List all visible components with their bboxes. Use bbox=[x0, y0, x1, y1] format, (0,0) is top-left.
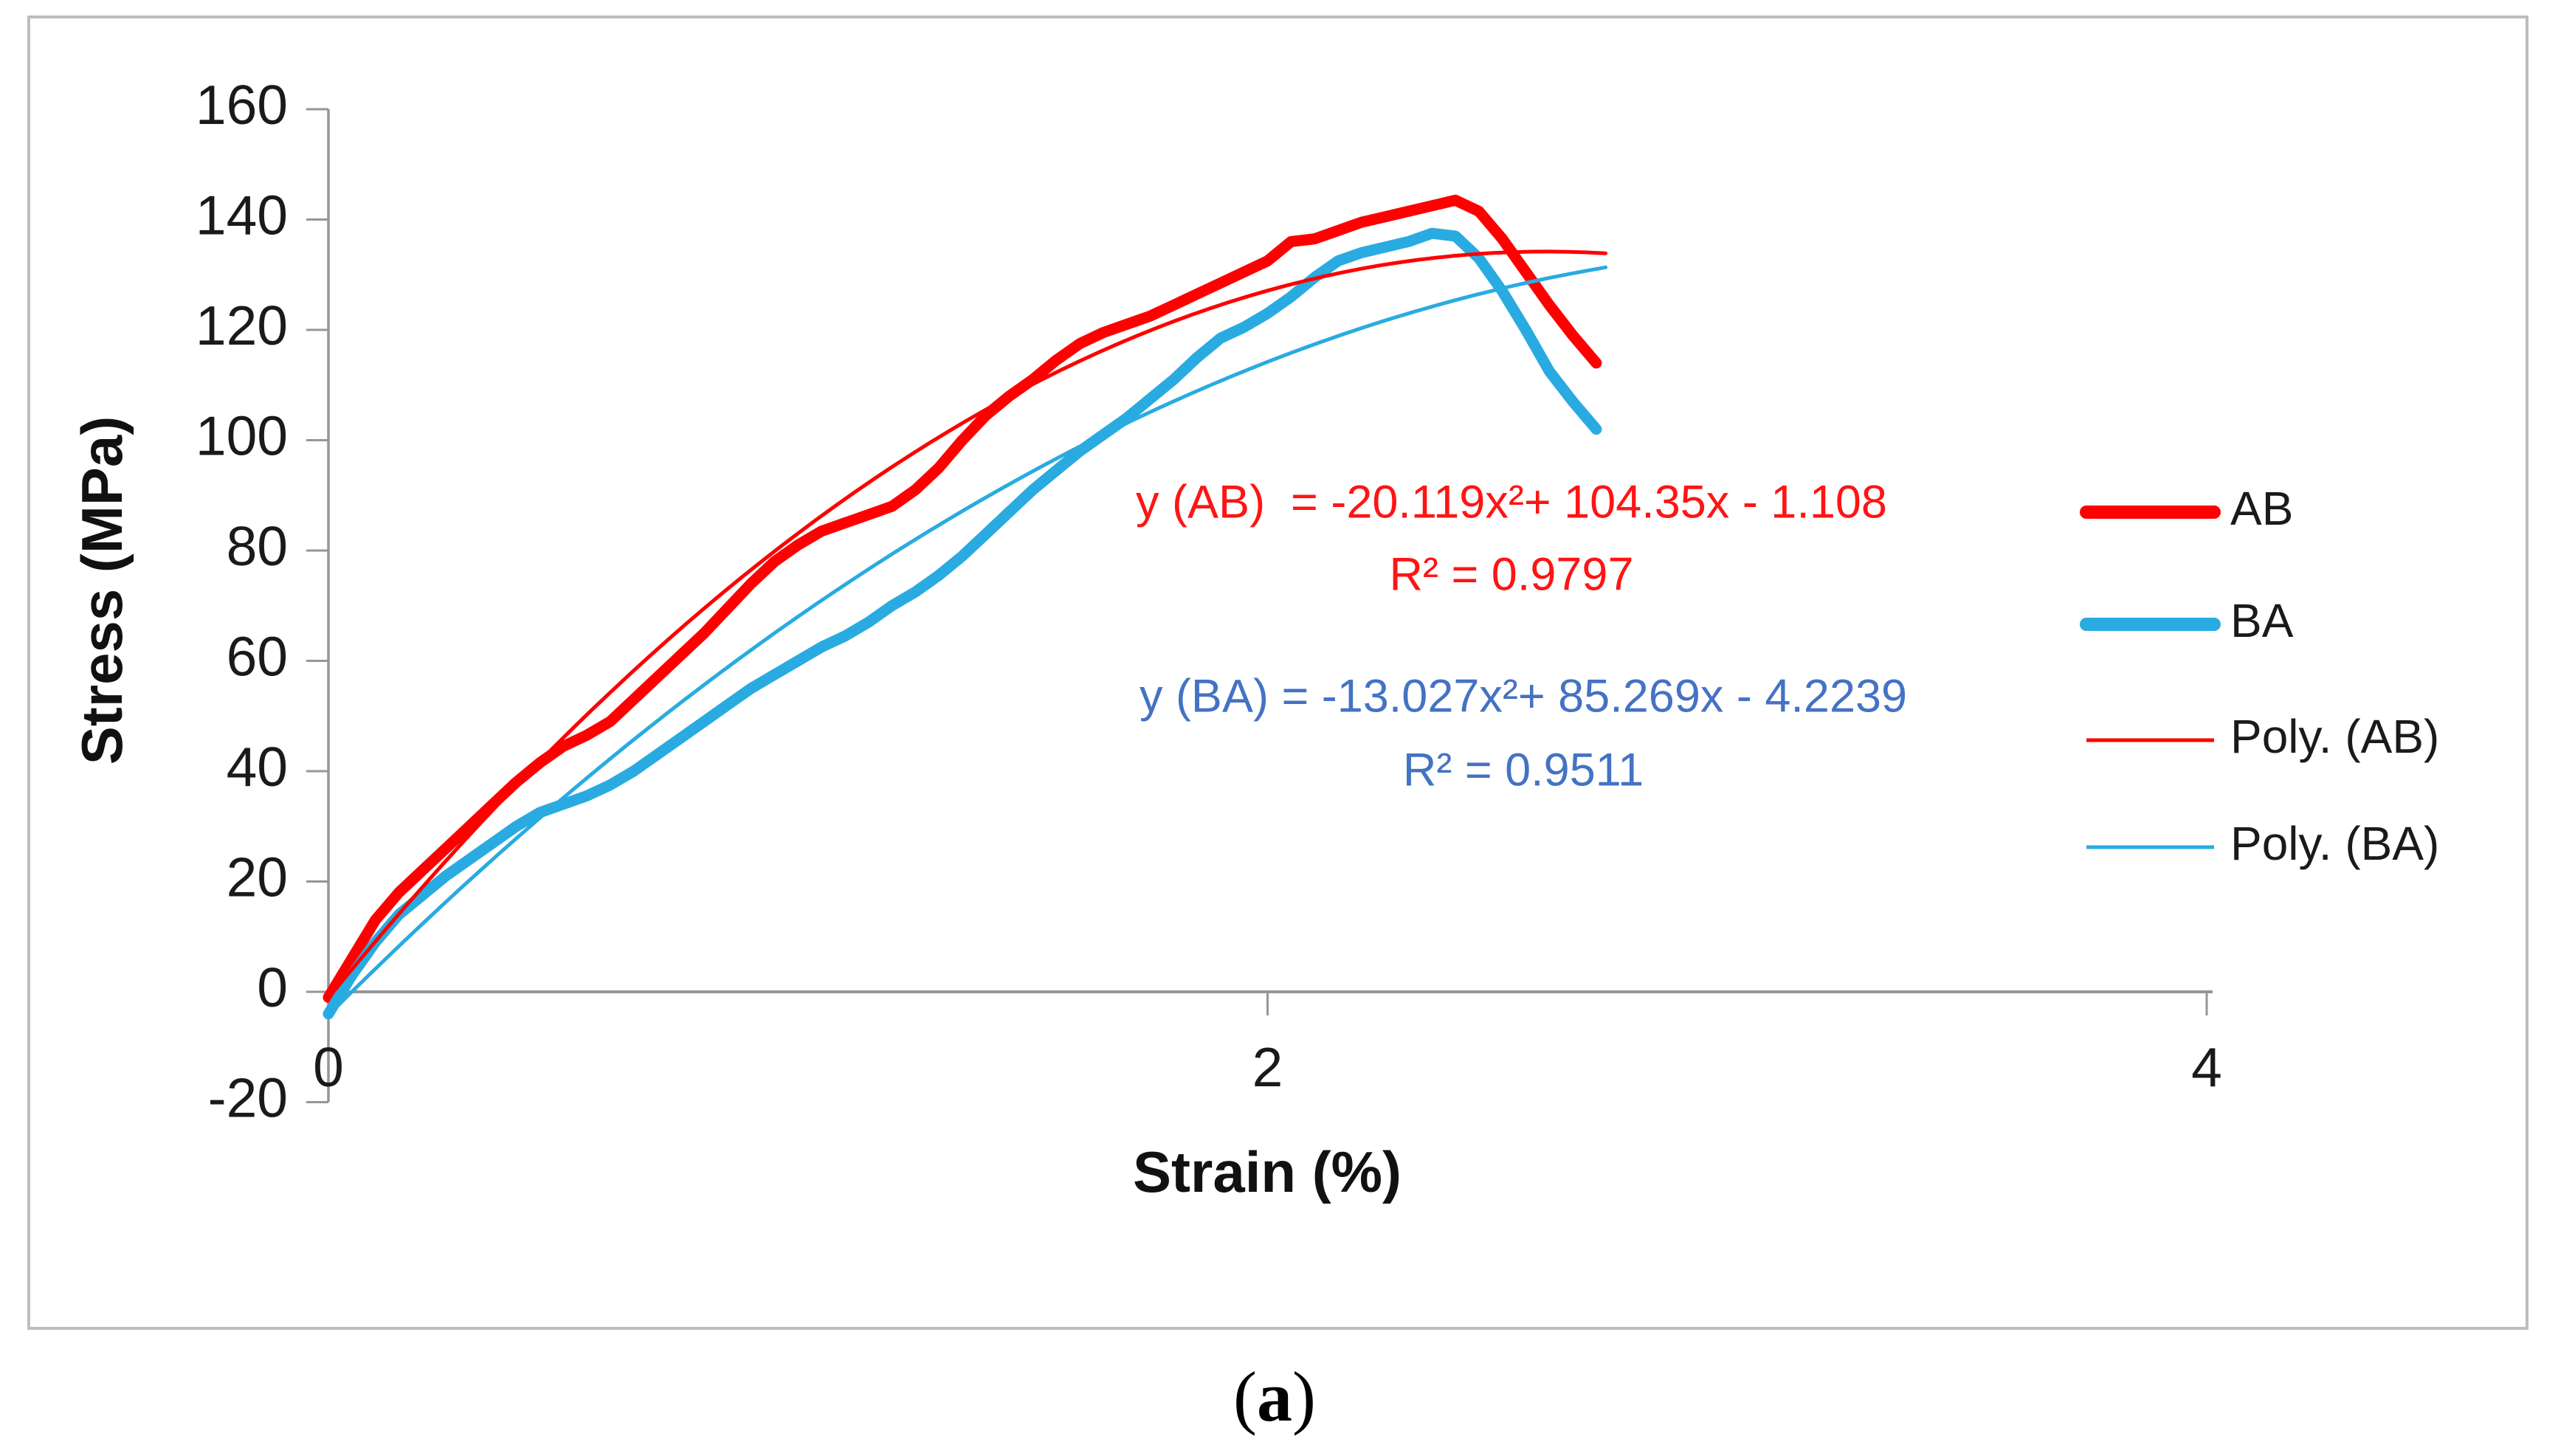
legend-label-ba: BA bbox=[2230, 594, 2294, 647]
y-tick-label: 60 bbox=[227, 625, 288, 687]
annotation-ab-r2: R² = 0.9797 bbox=[1390, 549, 1634, 601]
series-curves bbox=[323, 194, 1608, 1020]
y-axis-title: Stress (MPa) bbox=[69, 416, 134, 765]
legend-label-poly-ba: Poly. (BA) bbox=[2230, 817, 2439, 870]
x-axis-title: Strain (%) bbox=[1133, 1139, 1402, 1204]
y-tick-label: 20 bbox=[227, 846, 288, 908]
legend-label-poly-ab: Poly. (AB) bbox=[2230, 710, 2439, 763]
axes: 160 140 120 100 80 60 40 20 0 -20 0 2 4 bbox=[196, 74, 2222, 1129]
y-tick-label: 140 bbox=[196, 184, 288, 246]
x-tick-label: 0 bbox=[313, 1036, 344, 1098]
annotation-ba-r2: R² = 0.9511 bbox=[1403, 745, 1644, 796]
legend: AB BA Poly. (AB) Poly. (BA) bbox=[2080, 482, 2439, 870]
y-tick-label: 100 bbox=[196, 404, 288, 466]
series-ba-line bbox=[323, 227, 1602, 1020]
legend-label-ab: AB bbox=[2230, 482, 2293, 535]
y-tick-label: -20 bbox=[208, 1066, 288, 1128]
series-poly-ba--line bbox=[326, 265, 1608, 1018]
subfigure-caption: (a) bbox=[1233, 1357, 1316, 1436]
y-tick-label: 0 bbox=[257, 956, 288, 1018]
caption-close-paren: ) bbox=[1292, 1357, 1316, 1436]
legend-entry-ab: AB bbox=[2080, 482, 2293, 535]
figure-border bbox=[27, 15, 2528, 1330]
caption-open-paren: ( bbox=[1233, 1357, 1257, 1436]
y-tick-label: 80 bbox=[227, 515, 288, 577]
y-tick-label: 160 bbox=[196, 74, 288, 136]
legend-entry-poly-ba: Poly. (BA) bbox=[2086, 817, 2439, 870]
legend-entry-ba: BA bbox=[2080, 594, 2294, 647]
legend-entry-poly-ab: Poly. (AB) bbox=[2086, 710, 2439, 763]
series-poly-ab--line bbox=[326, 249, 1608, 1000]
annotation-ab-equation: y (AB) = -20.119x²+ 104.35x - 1.108 bbox=[1136, 477, 1887, 528]
x-tick-label: 2 bbox=[1252, 1036, 1283, 1098]
y-tick-label: 40 bbox=[227, 736, 288, 798]
caption-letter: a bbox=[1257, 1357, 1292, 1436]
x-tick-label: 4 bbox=[2191, 1036, 2222, 1098]
y-tick-label: 120 bbox=[196, 294, 288, 356]
annotation-ba-equation: y (BA) = -13.027x²+ 85.269x - 4.2239 bbox=[1140, 671, 1907, 722]
